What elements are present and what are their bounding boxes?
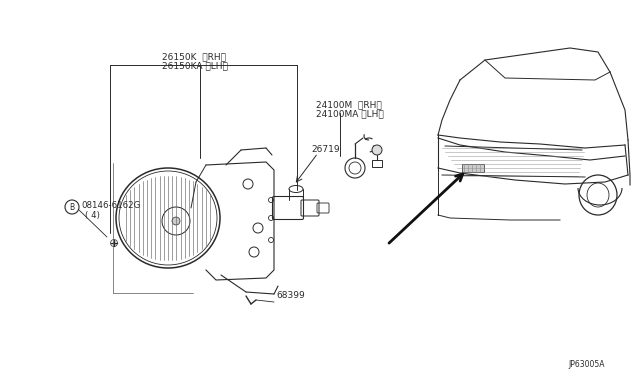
Bar bbox=[462, 164, 484, 172]
Text: 08146-6162G: 08146-6162G bbox=[81, 201, 140, 210]
Text: 24100MA 〈LH〉: 24100MA 〈LH〉 bbox=[316, 109, 384, 118]
Text: 26719: 26719 bbox=[311, 145, 340, 154]
Text: 68399: 68399 bbox=[276, 292, 305, 301]
Text: 26150K  〈RH〉: 26150K 〈RH〉 bbox=[162, 52, 226, 61]
Text: B: B bbox=[69, 202, 75, 212]
Bar bbox=[372, 160, 382, 167]
Circle shape bbox=[372, 145, 382, 155]
Circle shape bbox=[172, 217, 180, 225]
Text: JP63005A: JP63005A bbox=[568, 360, 605, 369]
Text: 24100M  〈RH〉: 24100M 〈RH〉 bbox=[316, 100, 381, 109]
Text: 26150KA 〈LH〉: 26150KA 〈LH〉 bbox=[162, 61, 228, 70]
Text: ( 4): ( 4) bbox=[85, 211, 100, 220]
